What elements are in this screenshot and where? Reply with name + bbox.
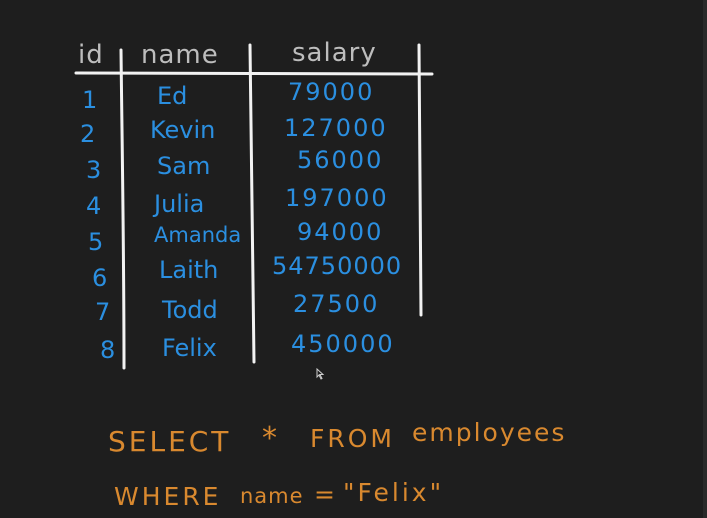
cell-id: 8 (100, 336, 116, 364)
cell-name: Julia (154, 190, 205, 218)
cell-salary: 94000 (297, 218, 384, 246)
cell-name: Sam (157, 152, 211, 180)
cell-id: 7 (95, 298, 111, 326)
window-edge (703, 0, 707, 518)
sql-from-keyword: FROM (310, 424, 395, 453)
cell-name: Laith (159, 256, 219, 284)
cell-salary: 54750000 (272, 252, 403, 280)
cell-salary: 197000 (285, 184, 389, 212)
cell-salary: 27500 (293, 290, 380, 318)
header-id: id (78, 40, 104, 70)
cell-name: Felix (162, 334, 217, 362)
cell-id: 5 (88, 228, 104, 256)
cell-name: Kevin (150, 116, 216, 144)
sql-select-keyword: SELECT (108, 425, 232, 458)
cell-name: Todd (162, 296, 218, 324)
header-underline (74, 71, 434, 76)
sql-table-name: employees (412, 418, 567, 447)
cell-id: 3 (86, 156, 102, 184)
cell-id: 6 (92, 264, 108, 292)
mouse-pointer-icon (316, 368, 325, 380)
sql-operator: = (314, 480, 338, 509)
cell-name: Ed (157, 82, 188, 110)
cell-id: 2 (80, 120, 96, 148)
cell-id: 4 (86, 192, 102, 220)
column-divider-name-salary (248, 43, 256, 364)
column-divider-salary-right (417, 43, 423, 317)
sql-column-name: name (240, 484, 304, 508)
header-salary: salary (292, 38, 377, 68)
cell-name: Amanda (154, 223, 242, 247)
sql-star: * (262, 421, 280, 456)
cell-salary: 450000 (291, 330, 395, 358)
cell-salary: 79000 (288, 78, 375, 106)
header-name: name (141, 40, 219, 70)
cell-salary: 127000 (284, 114, 388, 142)
sql-where-keyword: WHERE (114, 482, 222, 511)
cell-id: 1 (82, 86, 98, 114)
cell-salary: 56000 (297, 146, 384, 174)
column-divider-id-name (119, 48, 126, 370)
sql-value: "Felix" (343, 478, 445, 507)
